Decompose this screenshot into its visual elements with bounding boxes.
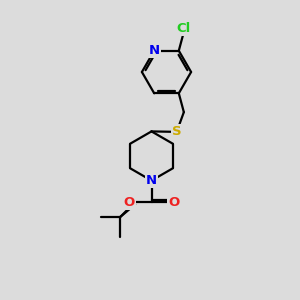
Text: S: S [172, 125, 182, 138]
Text: O: O [123, 196, 135, 209]
Text: N: N [148, 44, 160, 57]
Text: N: N [146, 174, 157, 187]
Text: O: O [168, 196, 180, 209]
Text: Cl: Cl [176, 22, 191, 35]
